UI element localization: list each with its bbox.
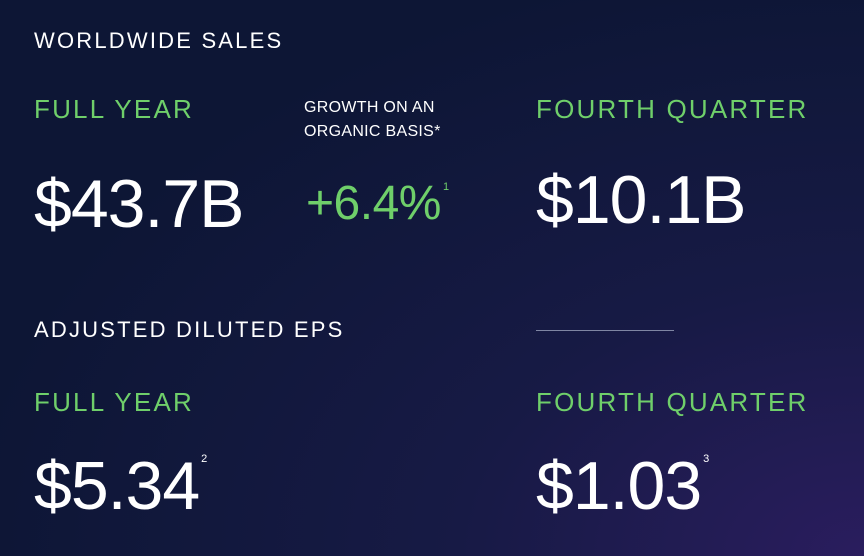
worldwide-sales-title: WORLDWIDE SALES — [34, 28, 284, 53]
sales-fourth-quarter-label: FOURTH QUARTER — [536, 94, 809, 124]
growth-footnote-marker: 1 — [442, 181, 449, 193]
sales-full-year-label: FULL YEAR — [34, 94, 194, 124]
organic-growth-label: GROWTH ON AN ORGANIC BASIS* — [304, 96, 441, 144]
eps-full-year-label: FULL YEAR — [34, 387, 194, 417]
organic-growth-value: +6.4% — [306, 177, 441, 230]
sales-full-year-value: $43.7B — [34, 166, 245, 242]
eps-full-year-value-group: $5.34 2 — [34, 452, 207, 520]
eps-fourth-quarter-label: FOURTH QUARTER — [536, 387, 809, 417]
eps-full-year-value: $5.34 — [34, 448, 200, 524]
eps-fourth-quarter-footnote-marker: 3 — [703, 453, 709, 465]
organic-growth-label-line2: ORGANIC BASIS* — [304, 123, 441, 140]
eps-full-year-footnote-marker: 2 — [201, 453, 207, 465]
organic-growth-label-line1: GROWTH ON AN — [304, 99, 435, 116]
adjusted-eps-title: ADJUSTED DILUTED EPS — [34, 317, 345, 342]
section-divider — [536, 330, 674, 331]
sales-fourth-quarter-value: $10.1B — [536, 162, 747, 238]
eps-fourth-quarter-value: $1.03 — [536, 448, 702, 524]
eps-fourth-quarter-value-group: $1.03 3 — [536, 452, 709, 520]
organic-growth-value-group: +6.4% 1 — [306, 180, 449, 228]
